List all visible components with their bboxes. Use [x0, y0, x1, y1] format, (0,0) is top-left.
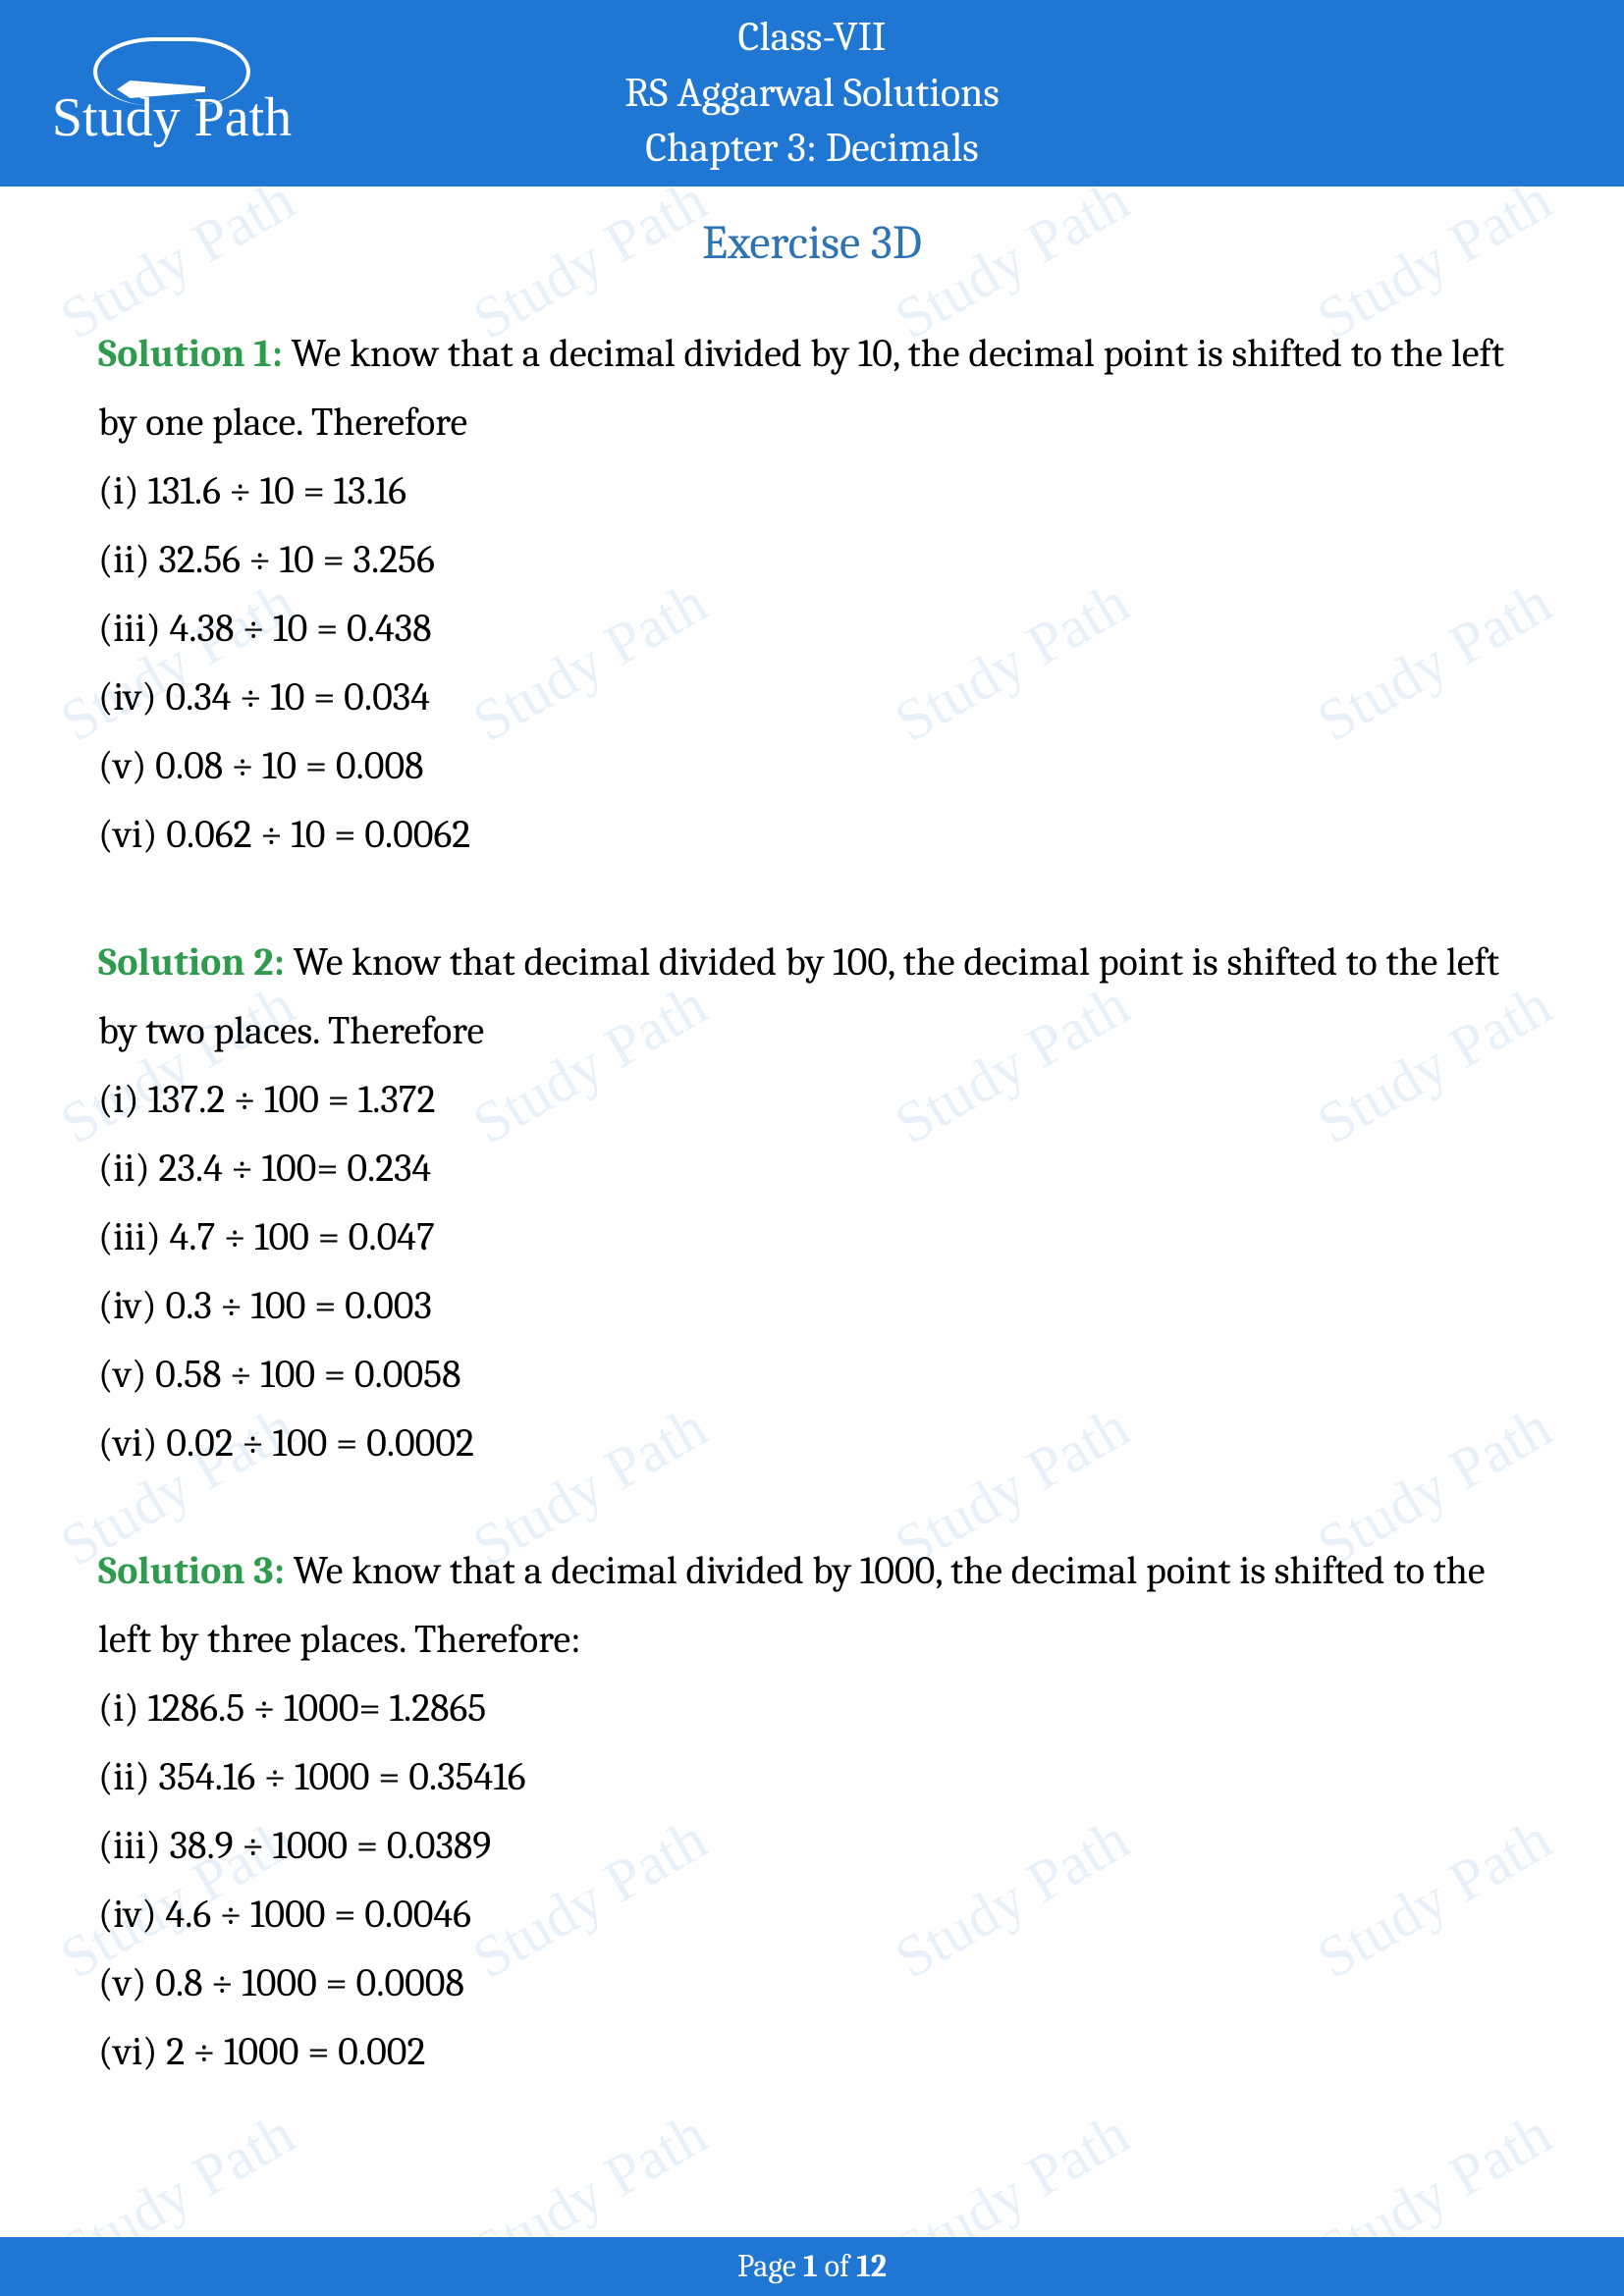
solution-item: (iii) 4.38 ÷ 10 = 0.438 [98, 594, 1526, 663]
solution-item: (vi) 0.062 ÷ 10 = 0.0062 [98, 800, 1526, 869]
solution-item: (v) 0.58 ÷ 100 = 0.0058 [98, 1340, 1526, 1409]
solution-intro-text: We know that a decimal divided by 10, th… [98, 331, 1504, 445]
solution-block: Solution 1: We know that a decimal divid… [98, 319, 1526, 869]
solution-label: Solution 2: [98, 939, 285, 985]
solution-block: Solution 3: We know that a decimal divid… [98, 1536, 1526, 2086]
solution-block: Solution 2: We know that decimal divided… [98, 928, 1526, 1477]
exercise-title: Exercise 3D [98, 216, 1526, 270]
solution-item: (i) 1286.5 ÷ 1000= 1.2865 [98, 1674, 1526, 1742]
content-area: Exercise 3D Solution 1: We know that a d… [0, 187, 1624, 2086]
solution-item: (vi) 0.02 ÷ 100 = 0.0002 [98, 1409, 1526, 1477]
footer-current-page: 1 [803, 2248, 818, 2284]
header-bar: Study Path Class-VII RS Aggarwal Solutio… [0, 0, 1624, 187]
solution-item: (iii) 4.7 ÷ 100 = 0.047 [98, 1202, 1526, 1271]
solution-item: (ii) 354.16 ÷ 1000 = 0.35416 [98, 1742, 1526, 1811]
solution-item: (ii) 23.4 ÷ 100= 0.234 [98, 1134, 1526, 1202]
solution-intro: Solution 1: We know that a decimal divid… [98, 319, 1526, 456]
solution-item: (iv) 4.6 ÷ 1000 = 0.0046 [98, 1880, 1526, 1949]
solution-item: (i) 131.6 ÷ 10 = 13.16 [98, 456, 1526, 525]
solution-item: (vi) 2 ÷ 1000 = 0.002 [98, 2017, 1526, 2086]
solutions-container: Solution 1: We know that a decimal divid… [98, 319, 1526, 2086]
logo: Study Path [0, 37, 304, 149]
footer-prefix: Page [737, 2248, 803, 2284]
logo-pen-icon [93, 37, 250, 106]
solution-item: (i) 137.2 ÷ 100 = 1.372 [98, 1065, 1526, 1134]
solution-label: Solution 3: [98, 1548, 285, 1593]
header-line-2: RS Aggarwal Solutions [304, 66, 1320, 122]
header-titles: Class-VII RS Aggarwal Solutions Chapter … [304, 10, 1624, 177]
solution-intro: Solution 2: We know that decimal divided… [98, 928, 1526, 1065]
solution-intro: Solution 3: We know that a decimal divid… [98, 1536, 1526, 1674]
solution-intro-text: We know that decimal divided by 100, the… [98, 939, 1499, 1053]
footer-total-pages: 12 [856, 2248, 887, 2284]
solution-item: (iv) 0.3 ÷ 100 = 0.003 [98, 1271, 1526, 1340]
footer-bar: Page 1 of 12 [0, 2237, 1624, 2296]
solution-item: (ii) 32.56 ÷ 10 = 3.256 [98, 525, 1526, 594]
footer-middle: of [818, 2248, 856, 2284]
solution-intro-text: We know that a decimal divided by 1000, … [98, 1548, 1486, 1662]
solution-item: (v) 0.8 ÷ 1000 = 0.0008 [98, 1949, 1526, 2017]
header-line-1: Class-VII [304, 10, 1320, 66]
solution-item: (v) 0.08 ÷ 10 = 0.008 [98, 731, 1526, 800]
solution-item: (iii) 38.9 ÷ 1000 = 0.0389 [98, 1811, 1526, 1880]
solution-item: (iv) 0.34 ÷ 10 = 0.034 [98, 663, 1526, 731]
header-line-3: Chapter 3: Decimals [304, 121, 1320, 177]
solution-label: Solution 1: [98, 331, 283, 376]
